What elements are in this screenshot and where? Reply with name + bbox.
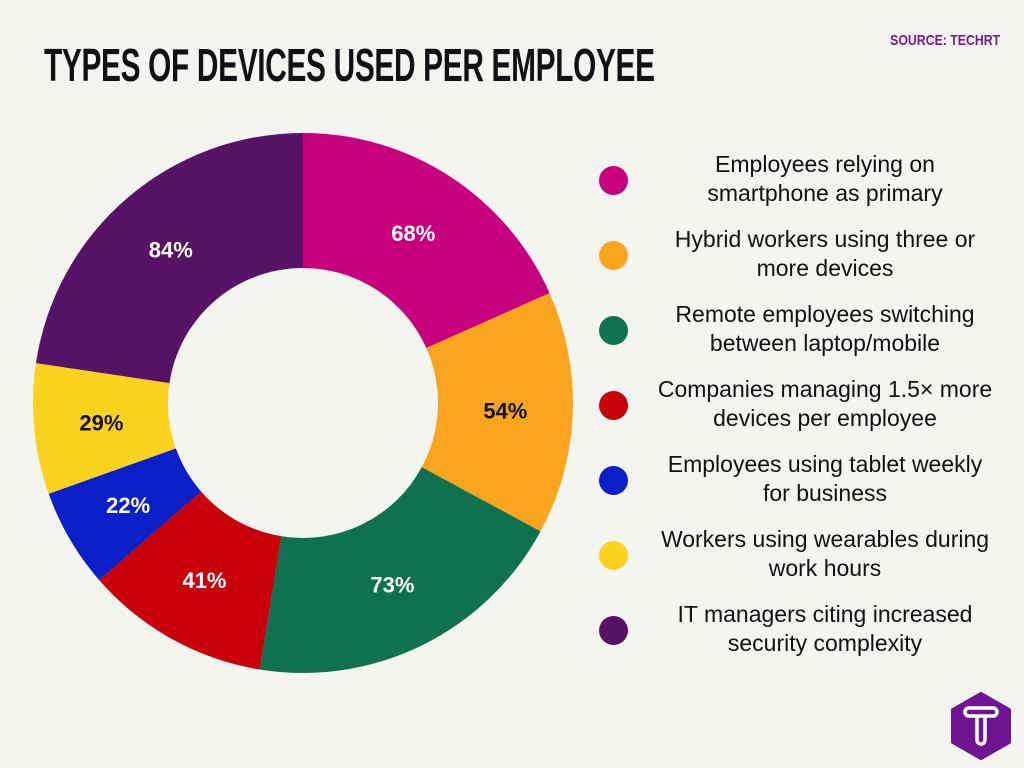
legend-line: between laptop/mobile bbox=[709, 330, 941, 356]
slice-label-4: 22% bbox=[106, 493, 150, 518]
legend-line: smartphone as primary bbox=[707, 180, 943, 206]
slice-label-3: 41% bbox=[182, 568, 226, 593]
legend-line: security complexity bbox=[727, 630, 923, 656]
legend-swatch bbox=[599, 166, 628, 195]
legend-item: IT managers citing increased security com… bbox=[596, 600, 1016, 664]
legend-swatch bbox=[599, 466, 628, 495]
legend-label: Employees using tablet weekly for busines… bbox=[634, 450, 1016, 508]
techrt-logo bbox=[951, 692, 1011, 760]
donut-chart: 68% 54% 73% 41% 22% 29% 84% bbox=[32, 133, 573, 673]
donut-slice-6 bbox=[35, 133, 304, 384]
donut-slice-1 bbox=[421, 293, 573, 532]
donut-slice-4 bbox=[48, 448, 202, 581]
legend-item: Hybrid workers using three or more device… bbox=[596, 225, 1016, 289]
legend-item: Employees using tablet weekly for busines… bbox=[596, 450, 1016, 514]
slice-label-6: 84% bbox=[149, 238, 193, 263]
legend-line: work hours bbox=[768, 555, 882, 581]
legend-line: IT managers citing increased bbox=[677, 601, 973, 627]
legend-swatch bbox=[599, 241, 628, 270]
donut-slice-2 bbox=[259, 467, 541, 673]
legend-label: Hybrid workers using three or more device… bbox=[634, 225, 1016, 283]
legend-swatch bbox=[599, 391, 628, 420]
legend-line: devices per employee bbox=[713, 405, 937, 431]
legend-item: Workers using wearables during work hours bbox=[596, 525, 1016, 589]
legend-swatch bbox=[599, 541, 628, 570]
donut-slice-3 bbox=[99, 491, 282, 670]
legend-line: Remote employees switching bbox=[675, 301, 975, 327]
slice-label-1: 54% bbox=[483, 399, 527, 424]
slice-label-0: 68% bbox=[391, 221, 435, 246]
legend-line: Employees using tablet weekly bbox=[667, 451, 983, 477]
legend-line: Hybrid workers using three or bbox=[674, 226, 976, 252]
legend-label: Companies managing 1.5× more devices per … bbox=[634, 375, 1016, 433]
chart-title: TYPES OF DEVICES USED PER EMPLOYEE bbox=[44, 39, 655, 91]
slice-label-5: 29% bbox=[79, 411, 123, 436]
legend-line: Workers using wearables during bbox=[660, 526, 990, 552]
legend-label: Remote employees switching between laptop… bbox=[634, 300, 1016, 358]
slice-label-2: 73% bbox=[370, 573, 414, 598]
legend-label: Employees relying on smartphone as primar… bbox=[634, 150, 1016, 208]
legend-label: Workers using wearables during work hours bbox=[634, 525, 1016, 583]
donut-slice-0 bbox=[303, 133, 550, 349]
legend-line: Employees relying on bbox=[715, 151, 935, 177]
source-label: SOURCE: TECHRT bbox=[889, 32, 1000, 49]
legend-item: Companies managing 1.5× more devices per … bbox=[596, 375, 1016, 439]
legend-line: for business bbox=[762, 480, 887, 506]
legend-swatch bbox=[599, 616, 628, 645]
legend-item: Employees relying on smartphone as primar… bbox=[596, 150, 1016, 214]
legend-line: Companies managing 1.5× more bbox=[657, 376, 993, 402]
legend-line: more devices bbox=[756, 255, 894, 281]
donut-slice-5 bbox=[32, 363, 176, 494]
legend-swatch bbox=[599, 316, 628, 345]
legend-item: Remote employees switching between laptop… bbox=[596, 300, 1016, 364]
legend-label: IT managers citing increased security com… bbox=[634, 600, 1016, 658]
